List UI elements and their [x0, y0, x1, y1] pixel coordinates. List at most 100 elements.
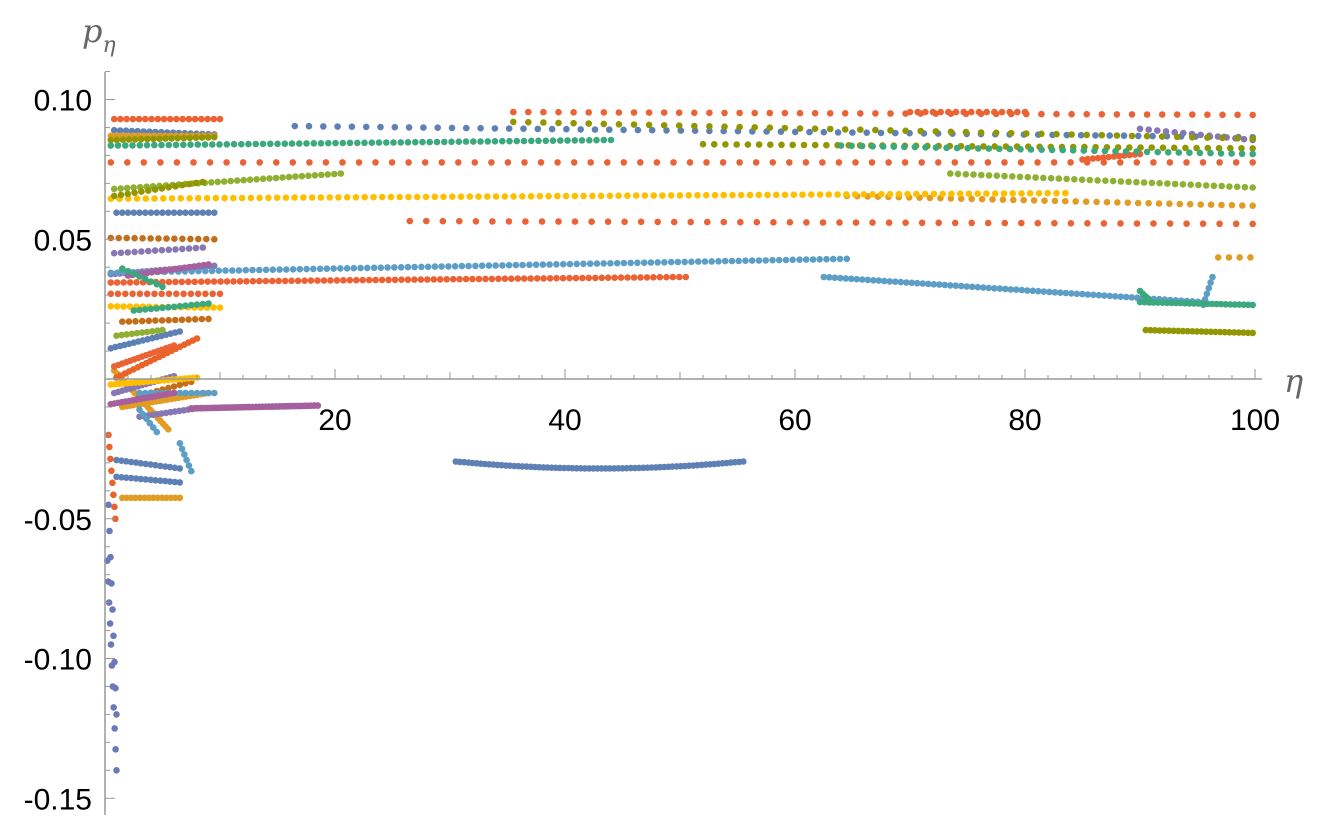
- data-point: [729, 191, 736, 199]
- data-point: [831, 274, 839, 282]
- data-point: [1187, 181, 1194, 188]
- data-point: [1207, 201, 1215, 208]
- data-point: [109, 606, 116, 613]
- data-point: [179, 235, 186, 243]
- data-point: [223, 278, 231, 285]
- data-point: [173, 159, 181, 166]
- data-point: [1133, 220, 1141, 227]
- data-point: [217, 278, 224, 285]
- data-point: [172, 246, 179, 253]
- data-point: [849, 129, 856, 136]
- data-point: [117, 185, 124, 192]
- data-point: [1218, 201, 1225, 209]
- data-point: [320, 123, 327, 130]
- data-point: [202, 267, 209, 275]
- data-point: [340, 277, 347, 284]
- data-point: [620, 259, 628, 267]
- data-point: [991, 190, 999, 197]
- data-point: [137, 135, 145, 143]
- y-tick-label: 0.10: [34, 85, 92, 118]
- data-point: [331, 170, 338, 178]
- data-point: [935, 159, 942, 166]
- data-point: [139, 235, 146, 242]
- data-point: [230, 140, 238, 148]
- data-point: [624, 192, 631, 199]
- data-point: [545, 192, 552, 200]
- data-point: [941, 281, 949, 289]
- data-point: [1041, 197, 1048, 204]
- data-point: [249, 277, 257, 285]
- data-point: [405, 193, 412, 201]
- data-point: [296, 140, 303, 147]
- data-point: [752, 159, 760, 166]
- data-point: [183, 456, 190, 464]
- data-point: [165, 304, 172, 311]
- data-point: [204, 115, 211, 123]
- data-point: [352, 194, 360, 201]
- data-point: [857, 126, 864, 133]
- data-point: [963, 283, 971, 290]
- data-point: [1123, 293, 1130, 301]
- data-point: [1197, 201, 1204, 208]
- data-point: [1249, 159, 1256, 166]
- data-point: [525, 118, 532, 126]
- data-point: [918, 159, 925, 166]
- data-point: [368, 139, 376, 146]
- data-point: [1202, 182, 1210, 189]
- data-point: [1249, 202, 1256, 209]
- data-point: [305, 122, 313, 130]
- data-point: [819, 219, 827, 226]
- data-point: [1235, 329, 1243, 336]
- data-point: [675, 122, 683, 129]
- data-point: [211, 209, 218, 216]
- data-point: [209, 141, 216, 148]
- data-point: [472, 262, 479, 270]
- data-point: [802, 256, 810, 263]
- data-point: [1202, 328, 1210, 336]
- data-point: [365, 276, 373, 284]
- data-point: [1204, 111, 1211, 118]
- data-point: [991, 285, 998, 292]
- data-point: [578, 137, 586, 144]
- data-point: [430, 276, 438, 283]
- data-point: [438, 159, 446, 166]
- data-point: [482, 275, 489, 283]
- data-point: [346, 139, 354, 147]
- data-point: [532, 261, 540, 269]
- data-point: [1204, 134, 1211, 141]
- data-point: [122, 474, 130, 482]
- data-point: [179, 115, 186, 123]
- data-point: [947, 170, 954, 177]
- data-point: [411, 276, 418, 283]
- data-point: [1084, 291, 1092, 298]
- data-point: [1225, 254, 1233, 261]
- data-point: [1001, 172, 1008, 180]
- data-point: [221, 194, 228, 202]
- x-tick-label: 80: [1008, 404, 1041, 437]
- data-point: [180, 134, 188, 142]
- x-axis-title: η: [1284, 362, 1303, 400]
- data-point: [230, 278, 237, 285]
- data-point: [111, 503, 118, 511]
- data-point: [1166, 200, 1173, 207]
- data-point: [174, 134, 181, 142]
- data-point: [617, 274, 625, 281]
- data-point: [195, 262, 203, 270]
- data-point: [921, 190, 929, 198]
- data-point: [1000, 190, 1008, 197]
- data-point: [604, 274, 612, 282]
- data-point: [116, 127, 124, 134]
- data-point: [317, 194, 325, 201]
- data-point: [606, 192, 614, 200]
- data-point: [1199, 220, 1207, 227]
- data-point: [562, 192, 570, 200]
- data-point: [397, 139, 405, 146]
- data-point: [892, 129, 899, 137]
- data-point: [165, 141, 173, 149]
- data-point: [192, 134, 200, 141]
- data-point: [592, 274, 599, 282]
- data-point: [288, 140, 296, 147]
- data-point: [1234, 135, 1241, 142]
- data-point: [1023, 130, 1030, 137]
